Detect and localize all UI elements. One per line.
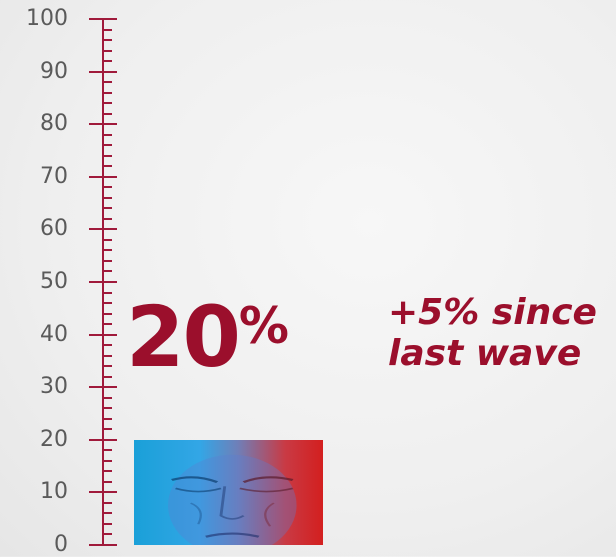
y-tick-label: 80 <box>40 111 68 137</box>
y-major-tick <box>89 333 117 336</box>
y-minor-tick <box>102 39 112 42</box>
y-minor-tick <box>102 217 112 220</box>
y-major-tick <box>89 281 117 283</box>
annotation-line-2: last wave <box>388 333 582 375</box>
y-minor-tick <box>102 81 112 84</box>
y-major-tick <box>89 544 117 546</box>
y-major-tick <box>89 438 117 441</box>
bar-value <box>134 439 323 545</box>
data-label-value: 20% <box>126 295 289 379</box>
y-tick-label: 40 <box>40 321 68 347</box>
y-minor-tick <box>102 365 112 368</box>
y-minor-tick <box>102 522 112 525</box>
y-tick-label: 30 <box>40 374 68 400</box>
y-major-tick <box>89 228 117 231</box>
y-minor-tick <box>102 533 112 536</box>
y-tick-label: 90 <box>40 58 68 84</box>
value-unit: % <box>238 296 289 355</box>
y-minor-tick <box>102 207 112 210</box>
y-minor-tick <box>102 49 112 52</box>
y-minor-tick <box>102 28 112 31</box>
y-minor-tick <box>102 102 112 105</box>
y-minor-tick <box>102 396 112 399</box>
y-minor-tick <box>102 480 112 483</box>
y-major-tick <box>89 70 117 73</box>
y-minor-tick <box>102 417 112 420</box>
y-tick-label: 70 <box>40 163 68 189</box>
y-major-tick <box>89 491 117 494</box>
y-minor-tick <box>102 512 112 515</box>
y-major-tick <box>89 18 117 20</box>
change-annotation: +5% since last wave <box>388 292 597 375</box>
y-minor-tick <box>102 375 112 378</box>
y-minor-tick <box>102 259 112 262</box>
y-minor-tick <box>102 186 112 189</box>
y-minor-tick <box>102 312 112 315</box>
y-tick-label: 100 <box>26 6 68 31</box>
y-minor-tick <box>102 154 112 157</box>
y-tick-label: 20 <box>40 426 68 452</box>
y-minor-tick <box>102 238 112 241</box>
y-minor-tick <box>102 344 112 347</box>
y-minor-tick <box>102 449 112 452</box>
y-tick-label: 50 <box>40 269 68 294</box>
y-minor-tick <box>102 249 112 252</box>
y-minor-tick <box>102 112 112 115</box>
y-minor-tick <box>102 291 112 294</box>
y-minor-tick <box>102 407 112 410</box>
y-minor-tick <box>102 60 112 63</box>
y-minor-tick <box>102 270 112 273</box>
face-image <box>168 454 297 545</box>
y-tick-label: 10 <box>40 479 68 505</box>
y-minor-tick <box>102 459 112 462</box>
annotation-line-1: +5% since <box>388 292 597 333</box>
y-major-tick <box>89 123 117 126</box>
y-minor-tick <box>102 354 112 357</box>
y-tick-label: 60 <box>40 216 68 242</box>
y-minor-tick <box>102 91 112 94</box>
y-minor-tick <box>102 470 112 473</box>
y-major-tick <box>89 175 117 178</box>
y-minor-tick <box>102 323 112 326</box>
y-minor-tick <box>102 196 112 199</box>
y-major-tick <box>89 386 117 389</box>
y-minor-tick <box>102 133 112 136</box>
y-minor-tick <box>102 428 112 431</box>
value-number: 20 <box>126 287 241 386</box>
y-tick-label: 0 <box>54 532 68 557</box>
y-minor-tick <box>102 501 112 504</box>
y-minor-tick <box>102 144 112 147</box>
y-minor-tick <box>102 165 112 168</box>
y-minor-tick <box>102 302 112 305</box>
